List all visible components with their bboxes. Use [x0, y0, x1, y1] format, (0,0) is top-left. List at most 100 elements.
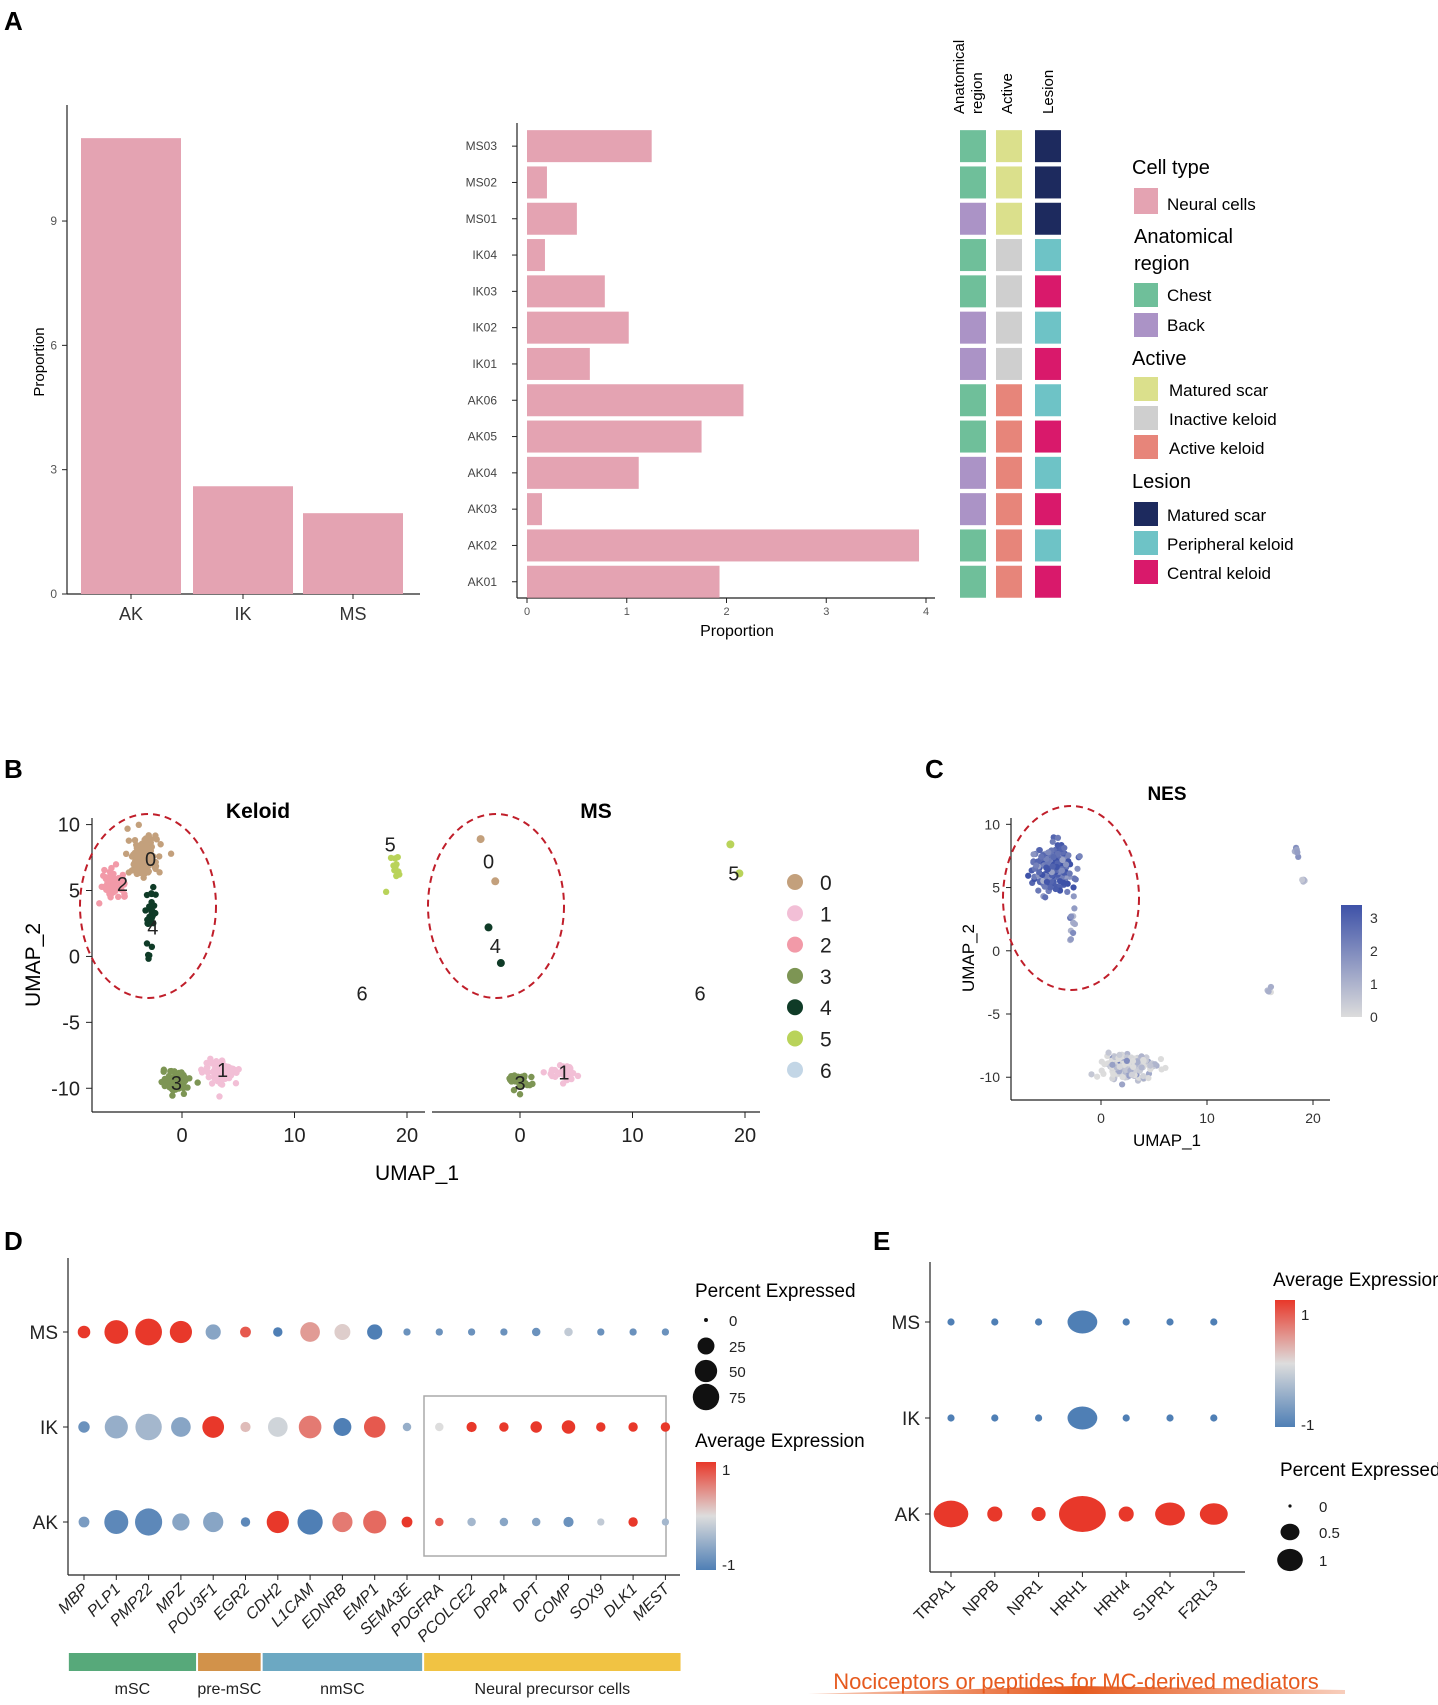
e-color-legend-tick: 1	[1301, 1307, 1309, 1324]
b-keloid-cell-cluster-0	[143, 855, 151, 862]
b-keloid-cell-cluster-1	[198, 1069, 206, 1076]
c-y-tick-label: 10	[984, 816, 1000, 832]
a2-y-tick-label: MS03	[466, 139, 498, 153]
d-size-legend-dot	[704, 1318, 708, 1322]
b-keloid-cell-cluster-1	[207, 1055, 214, 1063]
legend-label-lesion-ms: Matured scar	[1167, 506, 1267, 525]
a2-bar-ms03	[527, 130, 652, 163]
d-dot-ak-plp1	[104, 1510, 129, 1534]
b-keloid-cell-cluster-1	[222, 1075, 229, 1082]
b-keloid-cell-cluster-3	[169, 1092, 176, 1099]
c-cell	[1033, 862, 1040, 869]
a2-bar-ik03	[527, 275, 605, 308]
c-cell	[1036, 846, 1043, 854]
legend-title-lesion: Lesion	[1132, 471, 1191, 493]
c-title: NES	[1147, 784, 1186, 805]
b-y-tick-label: -10	[51, 1078, 80, 1100]
legend-title-region-2: region	[1134, 253, 1190, 275]
d-dot-ik-egr2	[240, 1421, 251, 1433]
annot-region-ak01	[960, 565, 986, 598]
b-keloid-cell-cluster-1	[216, 1064, 223, 1071]
d-dot-ms-plp1	[104, 1320, 129, 1344]
e-dot-ms-hrh1	[1067, 1310, 1098, 1334]
b-ms-cluster-label: 6	[694, 983, 705, 1005]
d-dot-ik-l1cam	[298, 1415, 322, 1439]
b-legend-key-1	[787, 905, 803, 922]
c-colorbar-tick-label: 2	[1370, 943, 1378, 959]
b-keloid-cell-cluster-1	[205, 1073, 212, 1081]
e-size-legend-dot	[1277, 1548, 1303, 1572]
annot-active-ak04	[996, 456, 1022, 489]
b-x-tick-label: 20	[396, 1125, 418, 1147]
b-x-axis-label: UMAP_1	[375, 1162, 459, 1185]
c-cell	[1069, 929, 1077, 937]
b-legend-key-5	[787, 1030, 803, 1047]
b-keloid-cell-cluster-4	[144, 916, 151, 923]
c-cell	[1138, 1064, 1145, 1071]
chart-a2-sample-bar: Proportion Anatomical region Active Lesi…	[466, 36, 1294, 640]
a2-legend: Cell type Neural cells Anatomical region…	[1132, 157, 1294, 584]
c-cell	[1049, 838, 1056, 845]
a2-y-tick-label: AK02	[468, 538, 498, 552]
annot-region-ik04	[960, 239, 986, 272]
chart-c-nes: NES UMAP_1 UMAP_2 -10 -5 0 5 10 0 10 20 0 1 2 3	[959, 784, 1378, 1150]
b-keloid-cell-cluster-5	[382, 888, 390, 896]
b-ms-cell-cluster-0	[476, 835, 485, 844]
b-keloid-cluster-label: 6	[356, 983, 367, 1005]
c-colorbar-tick-label: 3	[1370, 910, 1378, 926]
annot-region-ak04	[960, 456, 986, 489]
c-cell	[1072, 876, 1079, 883]
d-group-bar-pre_msc	[198, 1653, 261, 1671]
b-ms-cell-cluster-1	[556, 1069, 563, 1076]
c-cell	[1045, 849, 1052, 856]
d-dot-ms-pcolce2	[467, 1328, 476, 1336]
d-dot-ak-pou3f1	[203, 1511, 224, 1533]
c-cell	[1070, 884, 1077, 891]
annot-lesion-ak04	[1035, 456, 1061, 489]
legend-label-inactive: Inactive keloid	[1169, 410, 1277, 429]
d-group-bar-ms_sc	[68, 1653, 197, 1671]
annot-active-ak03	[996, 493, 1022, 526]
b-legend-key-2	[787, 936, 803, 953]
c-cell	[1157, 1055, 1165, 1063]
header-anatomical-region: Anatomical region	[951, 36, 986, 114]
c-cell	[1059, 856, 1066, 864]
b-keloid-cell-cluster-1	[232, 1080, 240, 1087]
c-cell	[1119, 1073, 1126, 1081]
b-keloid-cell-cluster-2	[111, 884, 118, 891]
b-legend-label-0: 0	[820, 872, 832, 895]
legend-label-lesion-ck: Central keloid	[1167, 564, 1271, 583]
d-dot-ik-pcolce2	[466, 1421, 477, 1433]
d-dot-ms-pou3f1	[205, 1324, 221, 1340]
a1-y-tick-label: 3	[50, 463, 57, 477]
panel-label-a: A	[4, 6, 23, 36]
b-keloid-cell-cluster-0	[132, 850, 140, 857]
c-cell	[1110, 1071, 1117, 1078]
annot-active-ak02	[996, 529, 1022, 562]
d-dot-ms-mbp	[77, 1325, 91, 1339]
b-keloid-cell-cluster-0	[133, 841, 140, 849]
d-gene-label-egr2: EGR2	[210, 1581, 253, 1624]
b-ms-cluster-label: 0	[483, 852, 494, 874]
d-size-legend-dot	[694, 1359, 718, 1383]
annot-active-ms03	[996, 130, 1022, 163]
b-keloid-cell-cluster-3	[158, 1078, 165, 1086]
e-size-legend-dot	[1280, 1523, 1300, 1541]
c-cell	[1147, 1062, 1154, 1069]
b-legend-label-5: 5	[820, 1029, 832, 1052]
b-legend-key-3	[787, 967, 803, 984]
b-ms-cell-cluster-3	[528, 1073, 535, 1081]
d-size-legend-label: 50	[729, 1364, 746, 1381]
c-y-tick-label: 0	[992, 943, 1000, 959]
annot-lesion-ak02	[1035, 529, 1061, 562]
c-cell	[1064, 888, 1071, 896]
c-cell	[1140, 1057, 1147, 1065]
b-ms-cluster-label: 5	[728, 863, 739, 885]
a2-bar-ik02	[527, 311, 629, 344]
a2-x-tick-label: 3	[823, 606, 829, 618]
d-dot-ik-ednrb	[333, 1418, 352, 1436]
b-ms-cell-cluster-1	[565, 1066, 572, 1074]
d-color-legend-title: Average Expression	[695, 1431, 865, 1452]
annot-lesion-ak05	[1035, 420, 1061, 453]
